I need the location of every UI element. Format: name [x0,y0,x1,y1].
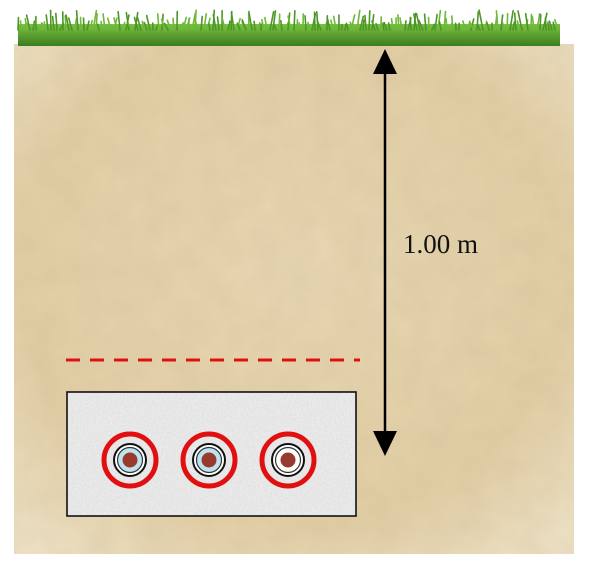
cables-group [101,431,317,489]
double-arrow-icon [373,49,397,456]
cable-core [201,452,217,468]
cable-right [259,431,317,489]
cable-left [101,431,159,489]
cable-ring [101,431,159,489]
grass-layer [17,9,560,46]
cable-ring [259,431,317,489]
cable-ring [180,431,238,489]
cable-core [122,452,138,468]
depth-dimension-label: 1.00 m [403,229,479,259]
cable-core [280,452,296,468]
cable-middle [180,431,238,489]
